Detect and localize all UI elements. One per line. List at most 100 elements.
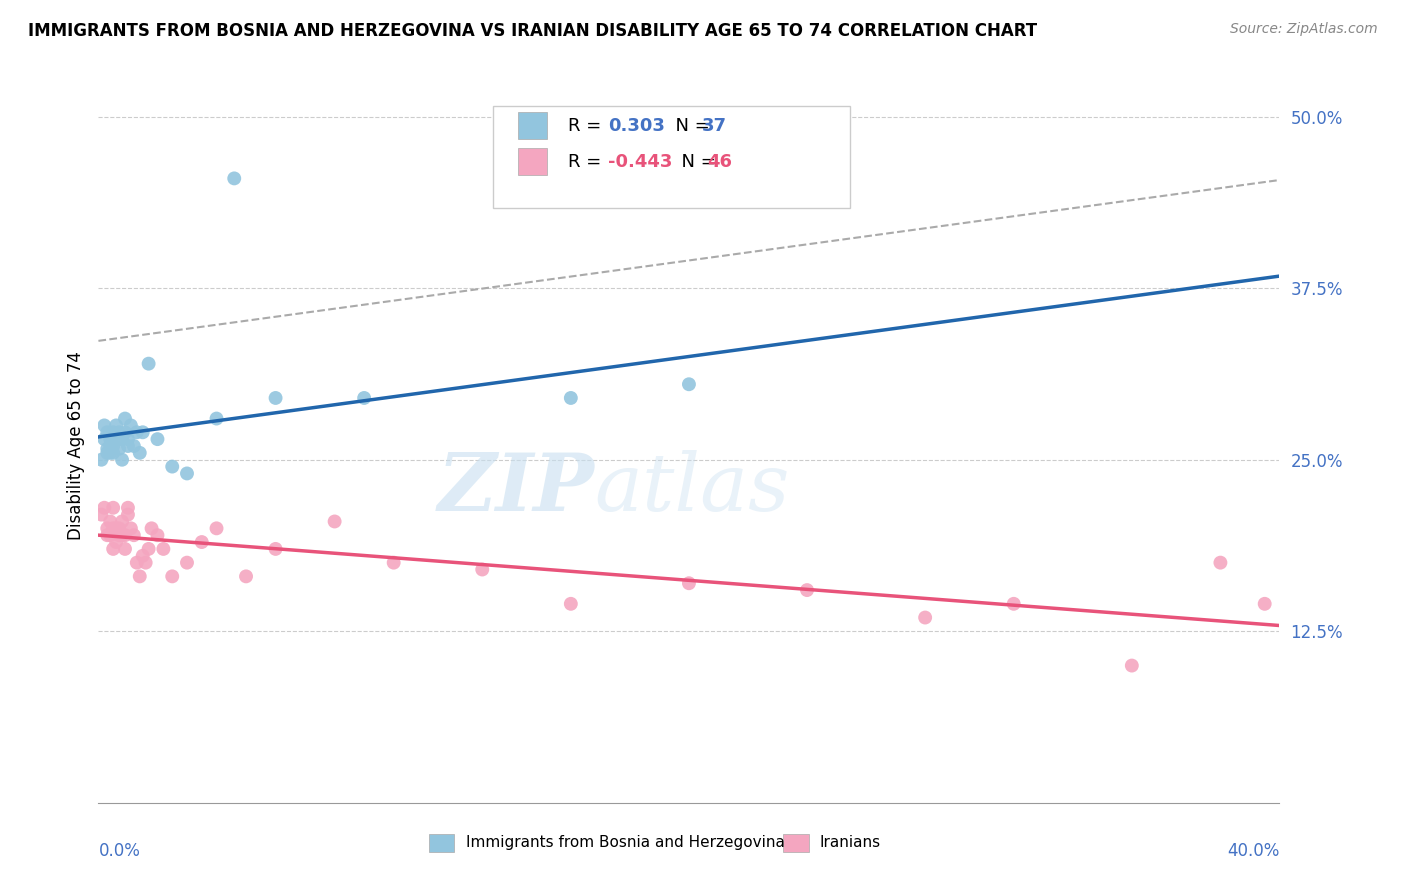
Point xyxy=(323,515,346,529)
Text: 0.303: 0.303 xyxy=(607,118,665,136)
Point xyxy=(90,508,112,522)
Point xyxy=(264,391,287,405)
Point xyxy=(108,425,131,440)
Point xyxy=(471,562,494,576)
Point xyxy=(93,418,115,433)
Text: -0.443: -0.443 xyxy=(607,153,672,171)
Point xyxy=(235,569,257,583)
Point xyxy=(103,425,125,440)
Point xyxy=(111,528,134,542)
Point xyxy=(98,528,121,542)
Point xyxy=(103,541,125,556)
Text: Iranians: Iranians xyxy=(820,836,882,850)
Point xyxy=(108,528,131,542)
Point xyxy=(914,610,936,624)
Point xyxy=(135,556,157,570)
Point xyxy=(117,500,139,515)
Point xyxy=(162,459,183,474)
Point xyxy=(111,452,134,467)
Point xyxy=(560,391,582,405)
Point xyxy=(117,439,139,453)
Point xyxy=(114,411,136,425)
Point xyxy=(1254,597,1277,611)
Text: Immigrants from Bosnia and Herzegovina: Immigrants from Bosnia and Herzegovina xyxy=(465,836,785,850)
Point xyxy=(146,432,169,446)
Point xyxy=(96,521,118,535)
Text: N =: N = xyxy=(664,118,716,136)
Point xyxy=(560,597,582,611)
Point xyxy=(90,452,112,467)
Point xyxy=(138,357,160,371)
Point xyxy=(122,439,145,453)
Point xyxy=(264,541,287,556)
Point xyxy=(132,549,155,563)
Point xyxy=(138,541,160,556)
Point xyxy=(117,432,139,446)
Point xyxy=(678,377,700,392)
Point xyxy=(128,446,150,460)
Point xyxy=(122,528,145,542)
Point xyxy=(1121,658,1143,673)
Point xyxy=(93,432,115,446)
Point xyxy=(96,425,118,440)
Text: atlas: atlas xyxy=(595,450,790,527)
Point xyxy=(1002,597,1025,611)
Point xyxy=(98,439,121,453)
Y-axis label: Disability Age 65 to 74: Disability Age 65 to 74 xyxy=(66,351,84,541)
Point xyxy=(125,425,148,440)
Text: 37: 37 xyxy=(702,118,727,136)
Point xyxy=(108,442,131,456)
Point xyxy=(146,528,169,542)
Point xyxy=(141,521,163,535)
Point xyxy=(114,528,136,542)
Point xyxy=(96,528,118,542)
Text: 46: 46 xyxy=(707,153,733,171)
Point xyxy=(1209,556,1232,570)
Point xyxy=(162,569,183,583)
Point xyxy=(224,171,246,186)
Point xyxy=(128,569,150,583)
Point xyxy=(132,425,155,440)
Point xyxy=(105,432,128,446)
Text: IMMIGRANTS FROM BOSNIA AND HERZEGOVINA VS IRANIAN DISABILITY AGE 65 TO 74 CORREL: IMMIGRANTS FROM BOSNIA AND HERZEGOVINA V… xyxy=(28,22,1038,40)
Point xyxy=(105,521,128,535)
Point xyxy=(205,411,228,425)
Point xyxy=(111,515,134,529)
Text: 0.0%: 0.0% xyxy=(98,842,141,860)
Point xyxy=(120,521,142,535)
Point xyxy=(103,500,125,515)
Text: N =: N = xyxy=(669,153,721,171)
Point xyxy=(111,432,134,446)
Point xyxy=(114,541,136,556)
Point xyxy=(108,521,131,535)
Point xyxy=(191,535,214,549)
Point xyxy=(98,432,121,446)
Point xyxy=(105,418,128,433)
Point xyxy=(114,425,136,440)
Point xyxy=(93,500,115,515)
Point xyxy=(96,442,118,456)
Text: ZIP: ZIP xyxy=(437,450,595,527)
Point xyxy=(98,446,121,460)
Point xyxy=(353,391,375,405)
Point xyxy=(176,556,198,570)
Point xyxy=(117,508,139,522)
Point xyxy=(152,541,174,556)
Point xyxy=(103,439,125,453)
Point xyxy=(103,446,125,460)
Point xyxy=(382,556,405,570)
Text: R =: R = xyxy=(568,153,607,171)
Point xyxy=(678,576,700,591)
Point xyxy=(103,521,125,535)
Point xyxy=(105,535,128,549)
Point xyxy=(796,583,818,598)
Text: R =: R = xyxy=(568,118,607,136)
Point xyxy=(120,418,142,433)
Text: Source: ZipAtlas.com: Source: ZipAtlas.com xyxy=(1230,22,1378,37)
Point xyxy=(125,556,148,570)
Text: 40.0%: 40.0% xyxy=(1227,842,1279,860)
Point xyxy=(98,515,121,529)
Point xyxy=(96,446,118,460)
Point xyxy=(205,521,228,535)
Point xyxy=(176,467,198,481)
